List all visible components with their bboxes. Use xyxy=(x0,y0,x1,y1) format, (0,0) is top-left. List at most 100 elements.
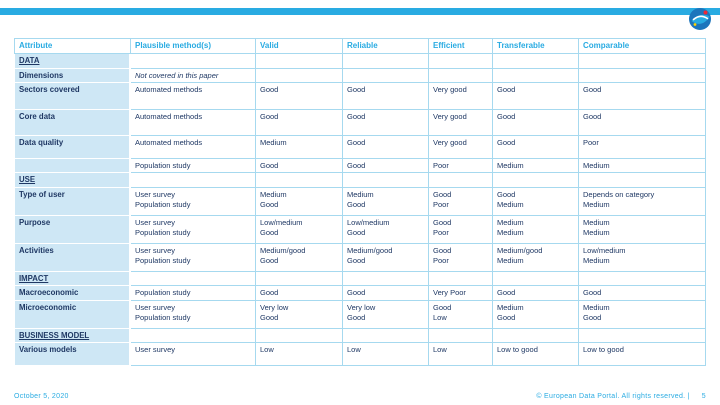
empty-cell xyxy=(429,328,493,344)
cell-line: Good xyxy=(433,245,452,255)
value-cell: Low to good xyxy=(493,343,579,367)
cell-line: Medium xyxy=(583,255,610,265)
cell-line: Population study xyxy=(135,255,191,265)
cell-line: Good xyxy=(347,255,366,265)
cell-line: Good xyxy=(497,288,516,298)
section-row: BUSINESS MODEL xyxy=(14,328,706,344)
empty-cell xyxy=(493,68,579,84)
cell-line: User survey xyxy=(135,217,176,227)
value-cell: Medium Medium xyxy=(579,215,706,244)
section-label-cell: USE xyxy=(14,173,131,188)
cell-line: Very good xyxy=(433,112,467,122)
logo-icon xyxy=(689,8,711,30)
cell-line: Medium xyxy=(497,217,524,227)
cell-line: Low/medium xyxy=(583,245,626,255)
method-cell: Automated methods xyxy=(131,83,256,111)
empty-cell xyxy=(493,328,579,344)
cell-line: Poor xyxy=(583,138,599,148)
section-row: IMPACT xyxy=(14,271,706,287)
empty-cell xyxy=(343,54,429,69)
empty-cell xyxy=(579,271,706,287)
empty-cell xyxy=(343,328,429,344)
cell-line: Good xyxy=(583,112,602,122)
value-cell: Medium Good xyxy=(579,300,706,329)
table-row: Dimensions Not covered in this paper xyxy=(14,68,706,84)
value-cell: Good Low xyxy=(429,300,493,329)
table-row: Purpose User survey Population study Low/me… xyxy=(14,215,706,244)
column-header-comparable: Comparable xyxy=(579,38,706,54)
slide-footer: October 5, 2020 © European Data Portal. … xyxy=(14,393,706,400)
method-cell: User survey Population study xyxy=(131,187,256,216)
top-accent-bar xyxy=(0,8,720,15)
empty-cell xyxy=(343,173,429,188)
attribute-label: Dimensions xyxy=(19,70,64,80)
empty-cell xyxy=(131,271,256,287)
cell-line: Good xyxy=(497,138,516,148)
value-cell: Low/medium Medium xyxy=(579,243,706,272)
column-header-efficient: Efficient xyxy=(429,38,493,54)
cell-line: Low to good xyxy=(583,345,624,355)
value-cell: Good xyxy=(343,136,429,160)
cell-line: Medium xyxy=(497,161,524,171)
value-cell: Good xyxy=(256,110,343,137)
cell-line: Medium xyxy=(497,302,524,312)
evaluation-methods-table: Attribute Plausible method(s) Valid Reliabl… xyxy=(14,38,706,367)
cell-line: Good xyxy=(583,85,602,95)
cell-line: Good xyxy=(347,161,366,171)
cell-line: Low xyxy=(260,345,274,355)
cell-line: Medium xyxy=(583,161,610,171)
empty-cell xyxy=(256,271,343,287)
empty-cell xyxy=(493,54,579,69)
cell-line: Good xyxy=(433,217,452,227)
cell-line: Low xyxy=(347,345,361,355)
method-cell: Population study xyxy=(131,159,256,174)
cell-line: Very Poor xyxy=(433,288,466,298)
value-cell: Low xyxy=(343,343,429,367)
column-header-valid: Valid xyxy=(256,38,343,54)
value-cell: Poor xyxy=(429,159,493,174)
table-row: Population study Good Good Poor Medium Medium xyxy=(14,159,706,174)
cell-line: Good xyxy=(497,85,516,95)
value-cell: Good xyxy=(493,110,579,137)
cell-line: Automated methods xyxy=(135,138,203,148)
section-label-cell: BUSINESS MODEL xyxy=(14,328,131,344)
cell-line: Very good xyxy=(433,138,467,148)
value-cell: Good xyxy=(343,83,429,111)
cell-line: Good xyxy=(497,189,516,199)
attribute-cell: Purpose xyxy=(14,215,131,244)
cell-line: Good xyxy=(583,312,602,322)
column-header-attribute: Attribute xyxy=(14,38,131,54)
section-label: USE xyxy=(19,175,36,185)
empty-cell xyxy=(429,54,493,69)
cell-line: Medium xyxy=(347,189,374,199)
section-label: IMPACT xyxy=(19,273,49,283)
empty-cell xyxy=(579,54,706,69)
value-cell: Good xyxy=(493,286,579,301)
empty-cell xyxy=(429,173,493,188)
attribute-cell: Data quality xyxy=(14,136,131,160)
value-cell: Medium Good xyxy=(256,187,343,216)
cell-line: Medium xyxy=(583,199,610,209)
value-cell: Low to good xyxy=(579,343,706,367)
cell-line: User survey xyxy=(135,345,176,355)
value-cell: Medium/good Medium xyxy=(493,243,579,272)
value-cell: Good Poor xyxy=(429,215,493,244)
value-cell: Medium Good xyxy=(493,300,579,329)
table-row: Microeconomic User survey Population study… xyxy=(14,300,706,329)
value-cell: Medium/good Good xyxy=(256,243,343,272)
cell-line: Medium xyxy=(497,255,524,265)
attribute-cell: Macroeconomic xyxy=(14,286,131,301)
value-cell: Good Poor xyxy=(429,187,493,216)
value-cell: Good Poor xyxy=(429,243,493,272)
value-cell: Medium xyxy=(256,136,343,160)
column-header-transferable: Transferable xyxy=(493,38,579,54)
empty-cell xyxy=(579,68,706,84)
method-cell: User survey Population study xyxy=(131,243,256,272)
empty-cell xyxy=(429,68,493,84)
value-cell: Very good xyxy=(429,110,493,137)
section-label-cell: DATA xyxy=(14,54,131,69)
value-cell: Medium Medium xyxy=(493,215,579,244)
cell-line: Medium xyxy=(260,138,287,148)
value-cell: Good xyxy=(256,159,343,174)
cell-line: Poor xyxy=(433,227,449,237)
